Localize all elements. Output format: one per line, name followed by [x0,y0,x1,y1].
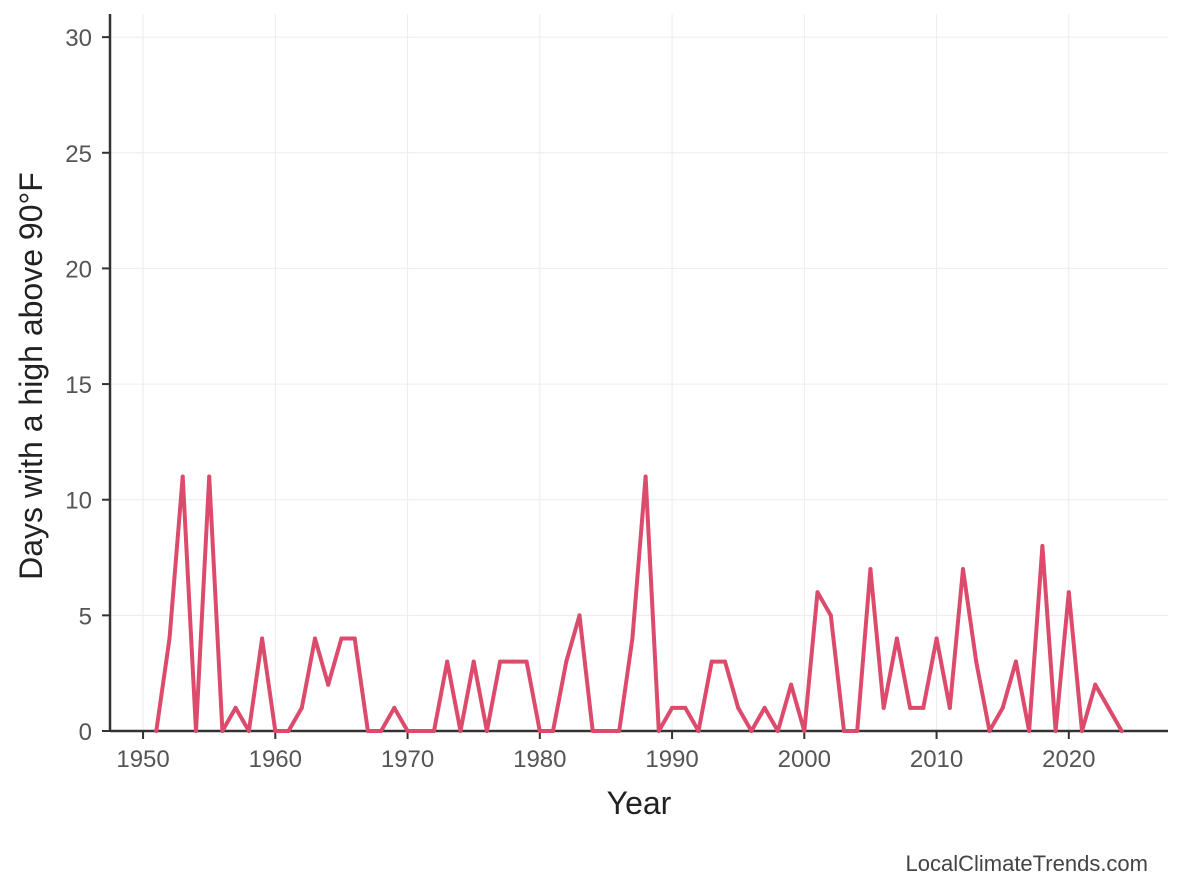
data-point [405,729,410,733]
y-axis-title: Days with a high above 90°F [13,172,49,580]
y-tick-label: 0 [79,719,92,746]
y-tick-label: 20 [65,256,92,283]
data-point [617,729,622,733]
data-point [273,729,278,733]
data-point [180,474,185,479]
data-point [379,729,384,733]
data-point [987,729,992,733]
grid-lines [110,14,1168,732]
data-point [736,705,741,710]
data-point [974,659,979,664]
y-tick-label: 10 [65,488,92,515]
data-point [921,705,926,710]
data-point [1106,705,1111,710]
data-point [894,636,899,641]
data-point [577,613,582,618]
data-point [498,659,503,664]
data-point [551,729,556,733]
data-point [947,705,952,710]
data-point [233,705,238,710]
x-tick-label: 1990 [645,746,698,773]
data-point [683,705,688,710]
data-point [1040,543,1045,548]
data-point [511,659,516,664]
data-point [1093,682,1098,687]
data-point [445,659,450,664]
data-point [207,474,212,479]
data-point [458,729,463,733]
data-point [564,659,569,664]
x-tick-label: 1950 [116,746,169,773]
data-point [392,705,397,710]
x-tick-label: 1980 [513,746,566,773]
data-point [643,474,648,479]
x-tick-label: 2010 [910,746,963,773]
data-point [709,659,714,664]
data-point [193,729,198,733]
x-axis-ticks: 1950 1960 1970 1980 1990 2000 2010 2020 [116,731,1096,773]
data-point [220,729,225,733]
data-point [789,682,794,687]
data-point [286,729,291,733]
x-tick-label: 1960 [249,746,302,773]
series-points [154,474,1124,733]
x-axis-title: Year [607,785,672,821]
data-point [961,567,966,572]
y-tick-label: 30 [65,25,92,52]
data-point [841,729,846,733]
data-point [630,636,635,641]
data-point [524,659,529,664]
data-point [855,729,860,733]
data-point [418,729,423,733]
data-point [881,705,886,710]
data-point [670,705,675,710]
data-point [696,729,701,733]
y-tick-label: 25 [65,141,92,168]
data-point [1080,729,1085,733]
data-point [749,729,754,733]
data-point [299,705,304,710]
data-point [828,613,833,618]
data-point [802,729,807,733]
data-point [590,729,595,733]
axes [108,14,1168,733]
data-point [868,567,873,572]
x-tick-label: 2000 [778,746,831,773]
y-tick-label: 15 [65,372,92,399]
series-line [154,474,1124,733]
data-point [167,636,172,641]
x-tick-label: 1970 [381,746,434,773]
data-point [908,705,913,710]
data-point [312,636,317,641]
data-point [1013,659,1018,664]
data-point [484,729,489,733]
data-point [246,729,251,733]
y-axis-ticks: 0 5 10 15 20 25 30 [65,25,110,746]
x-tick-label: 2020 [1042,746,1095,773]
data-point [656,729,661,733]
data-point [339,636,344,641]
data-point [603,729,608,733]
data-point [722,659,727,664]
data-point [471,659,476,664]
data-point [326,682,331,687]
data-point [1053,729,1058,733]
data-point [1000,705,1005,710]
y-tick-label: 5 [79,603,92,630]
data-point [432,729,437,733]
data-point [365,729,370,733]
data-point [775,729,780,733]
data-point [1027,729,1032,733]
data-point [352,636,357,641]
data-point [154,729,159,733]
source-credit: LocalClimateTrends.com [905,851,1149,876]
data-point [934,636,939,641]
data-point [537,729,542,733]
data-point [1066,590,1071,595]
data-point [1119,729,1124,733]
data-point [762,705,767,710]
data-point [815,590,820,595]
data-point [260,636,265,641]
